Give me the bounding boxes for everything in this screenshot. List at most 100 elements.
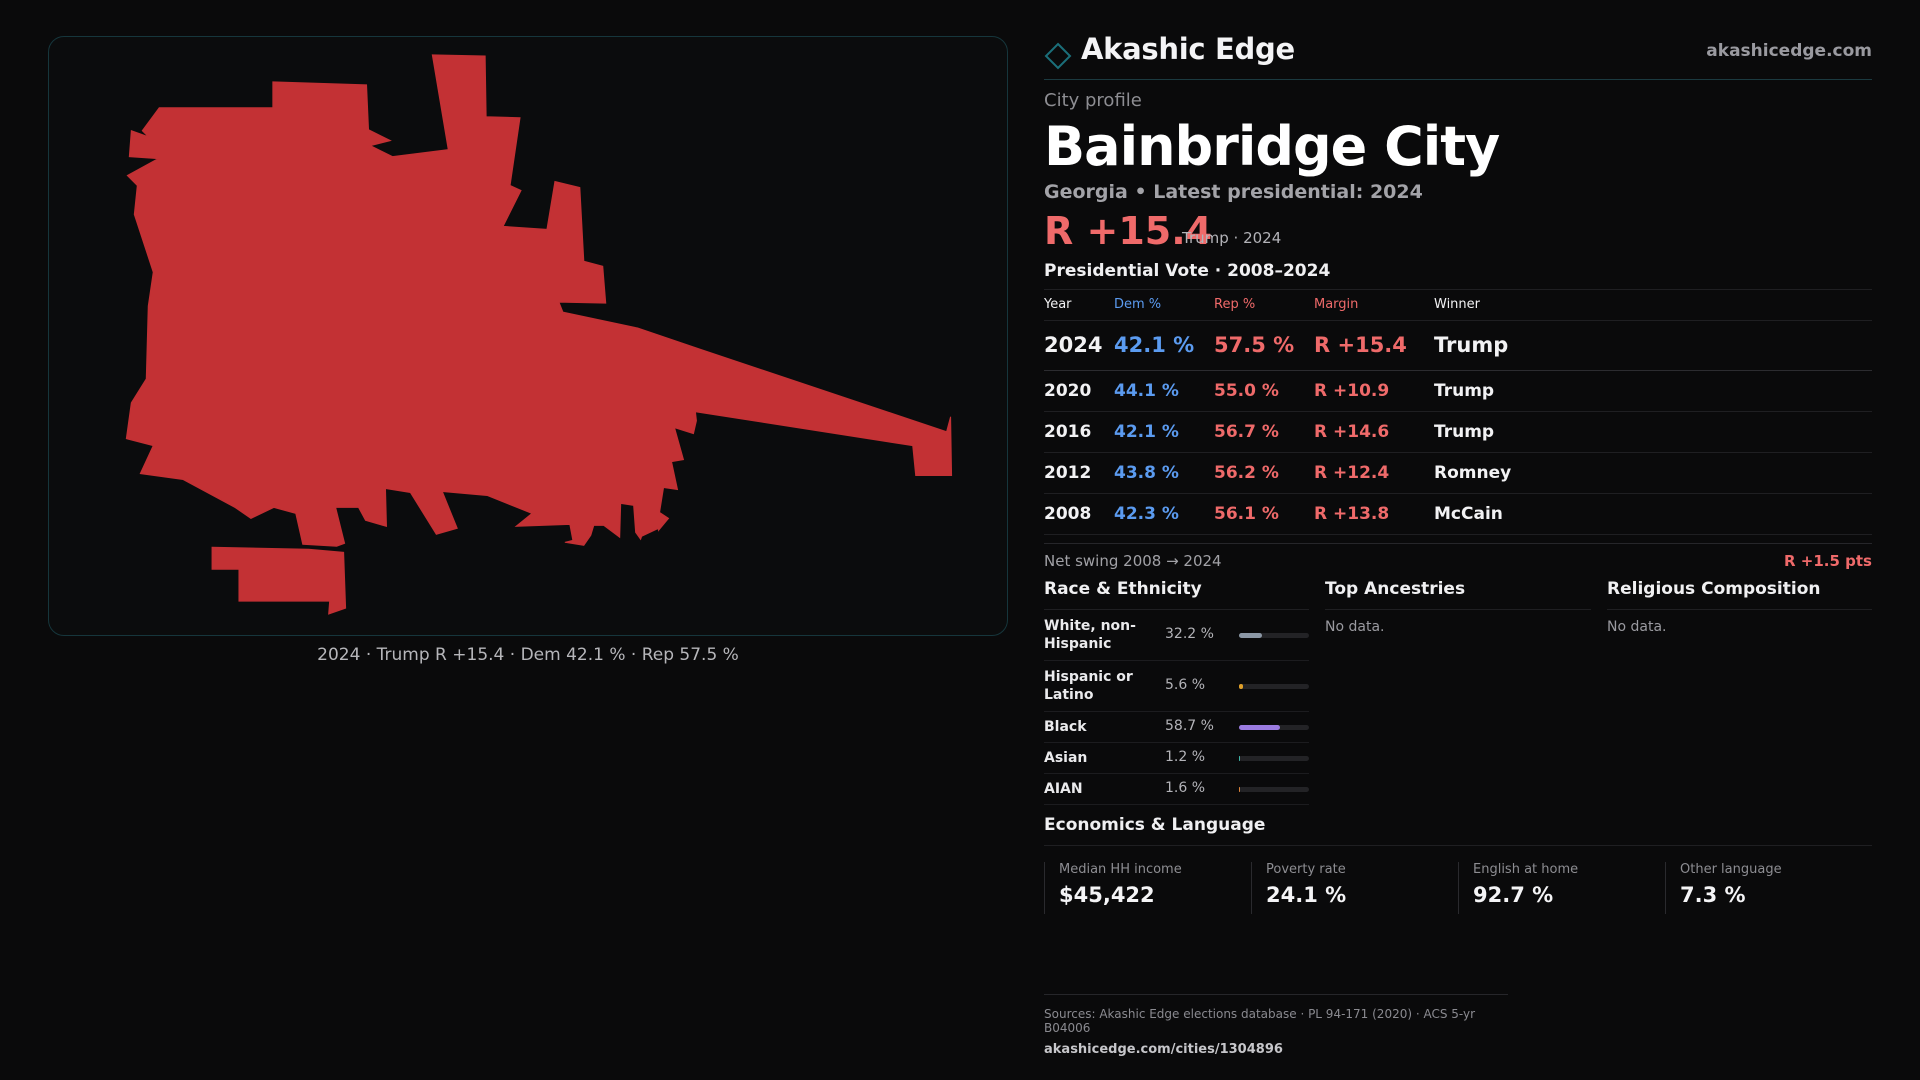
net-swing-row: Net swing 2008 → 2024 R +1.5 pts <box>1044 542 1872 573</box>
economics-language-section: Economics & Language Median HH income $4… <box>1044 815 1872 914</box>
cell-year: 2012 <box>1044 452 1114 494</box>
column-header-margin: Margin <box>1314 290 1434 321</box>
demographics-sections: Race & Ethnicity White, non-Hispanic 32.… <box>1044 579 1872 815</box>
cell-margin: R +14.6 <box>1314 411 1434 453</box>
race-percent: 5.6 % <box>1165 676 1206 693</box>
cell-winner: Trump <box>1434 320 1872 371</box>
cell-winner: Trump <box>1434 411 1872 453</box>
stat-poverty-rate: Poverty rate 24.1 % <box>1251 861 1458 914</box>
brand-header: Akashic Edge akashicedge.com <box>1044 30 1872 80</box>
table-header-row: Year Dem % Rep % Margin Winner <box>1044 290 1872 321</box>
stat-english-at-home: English at home 92.7 % <box>1458 861 1665 914</box>
city-boundary-svg <box>125 54 953 615</box>
race-bar-track <box>1239 632 1309 638</box>
cell-margin: R +10.9 <box>1314 370 1434 412</box>
stat-label: Other language <box>1680 861 1782 877</box>
presidential-vote-table: Year Dem % Rep % Margin Winner 2024 42.1… <box>1044 290 1872 535</box>
headline-margin: R +15.4 <box>1044 209 1213 253</box>
race-percent: 1.2 % <box>1165 748 1206 765</box>
race-row: Black 58.7 % <box>1044 712 1309 743</box>
stat-value: 24.1 % <box>1266 882 1347 907</box>
top-ancestries-section: Top Ancestries No data. <box>1325 579 1591 635</box>
cell-margin: R +15.4 <box>1314 320 1434 371</box>
race-bar-track <box>1239 683 1309 689</box>
stat-value: 92.7 % <box>1473 882 1554 907</box>
race-row: Asian 1.2 % <box>1044 743 1309 774</box>
economics-section-title: Economics & Language <box>1044 815 1872 846</box>
cell-year: 2016 <box>1044 411 1114 453</box>
vote-section-title: Presidential Vote · 2008–2024 <box>1044 261 1872 290</box>
cell-rep: 55.0 % <box>1214 370 1314 412</box>
religion-section-title: Religious Composition <box>1607 579 1872 610</box>
ancestries-section-title: Top Ancestries <box>1325 579 1591 610</box>
cell-dem: 42.1 % <box>1114 411 1214 453</box>
headline-result: R +15.4 Trump · 2024 <box>1044 209 1872 257</box>
stat-label: English at home <box>1473 861 1579 877</box>
brand-url-link[interactable]: akashicedge.com <box>1706 41 1872 61</box>
race-bar-fill <box>1239 755 1241 761</box>
sources-text: Sources: Akashic Edge elections database… <box>1044 1007 1476 1035</box>
city-boundary-map[interactable] <box>48 36 1008 636</box>
race-label: Hispanic or Latino <box>1044 668 1133 703</box>
profile-label: City profile <box>1044 90 1142 111</box>
cell-dem: 43.8 % <box>1114 452 1214 494</box>
cell-rep: 56.1 % <box>1214 493 1314 535</box>
cell-margin: R +12.4 <box>1314 452 1434 494</box>
religious-composition-section: Religious Composition No data. <box>1607 579 1872 635</box>
net-swing-value: R +1.5 pts <box>1784 551 1872 570</box>
race-percent: 1.6 % <box>1165 779 1206 796</box>
cell-rep: 57.5 % <box>1214 320 1314 371</box>
sources-url-link[interactable]: akashicedge.com/cities/1304896 <box>1044 1042 1283 1057</box>
race-percent: 58.7 % <box>1165 717 1214 734</box>
race-bar-fill <box>1239 632 1262 638</box>
brand-name: Akashic Edge <box>1081 32 1295 66</box>
city-subtitle: Georgia • Latest presidential: 2024 <box>1044 181 1423 203</box>
table-row: 2024 42.1 % 57.5 % R +15.4 Trump <box>1044 320 1872 371</box>
column-header-winner: Winner <box>1434 290 1872 321</box>
race-label: Asian <box>1044 749 1088 766</box>
race-bar-fill <box>1239 786 1241 792</box>
cell-winner: Trump <box>1434 370 1872 412</box>
table-row: 2016 42.1 % 56.7 % R +14.6 Trump <box>1044 411 1872 453</box>
ancestries-empty-text: No data. <box>1325 618 1385 635</box>
headline-note: Trump · 2024 <box>1182 229 1282 247</box>
economics-stats-grid: Median HH income $45,422 Poverty rate 24… <box>1044 861 1872 914</box>
cell-rep: 56.2 % <box>1214 452 1314 494</box>
table-row: 2008 42.3 % 56.1 % R +13.8 McCain <box>1044 493 1872 535</box>
map-caption: 2024 · Trump R +15.4 · Dem 42.1 % · Rep … <box>317 645 739 665</box>
table-row: 2020 44.1 % 55.0 % R +10.9 Trump <box>1044 370 1872 412</box>
column-header-dem: Dem % <box>1114 290 1214 321</box>
race-ethnicity-section: Race & Ethnicity White, non-Hispanic 32.… <box>1044 579 1309 805</box>
race-bar-fill <box>1239 724 1281 730</box>
stat-median-income: Median HH income $45,422 <box>1044 861 1251 914</box>
race-row: Hispanic or Latino 5.6 % <box>1044 661 1309 712</box>
column-header-rep: Rep % <box>1214 290 1314 321</box>
cell-year: 2008 <box>1044 493 1114 535</box>
stat-value: 7.3 % <box>1680 882 1746 907</box>
stat-label: Poverty rate <box>1266 861 1346 877</box>
cell-dem: 44.1 % <box>1114 370 1214 412</box>
cell-dem: 42.3 % <box>1114 493 1214 535</box>
race-label: Black <box>1044 718 1087 735</box>
cell-year: 2024 <box>1044 320 1114 371</box>
race-row: White, non-Hispanic 32.2 % <box>1044 610 1309 661</box>
city-profile-panel: Akashic Edge akashicedge.com City profil… <box>1044 30 1872 914</box>
cell-winner: McCain <box>1434 493 1872 535</box>
race-bar-track <box>1239 755 1309 761</box>
diamond-logo-icon <box>1044 42 1072 70</box>
cell-year: 2020 <box>1044 370 1114 412</box>
cell-rep: 56.7 % <box>1214 411 1314 453</box>
religion-empty-text: No data. <box>1607 618 1667 635</box>
city-boundary-shape <box>125 54 953 615</box>
race-bar-track <box>1239 786 1309 792</box>
cell-dem: 42.1 % <box>1114 320 1214 371</box>
race-label: White, non-Hispanic <box>1044 617 1136 652</box>
stat-label: Median HH income <box>1059 861 1182 877</box>
race-bar-fill <box>1239 683 1243 689</box>
stat-other-language: Other language 7.3 % <box>1665 861 1872 914</box>
race-section-title: Race & Ethnicity <box>1044 579 1309 610</box>
race-row: AIAN 1.6 % <box>1044 774 1309 805</box>
cell-winner: Romney <box>1434 452 1872 494</box>
race-percent: 32.2 % <box>1165 625 1214 642</box>
page-title: Bainbridge City <box>1044 115 1500 178</box>
